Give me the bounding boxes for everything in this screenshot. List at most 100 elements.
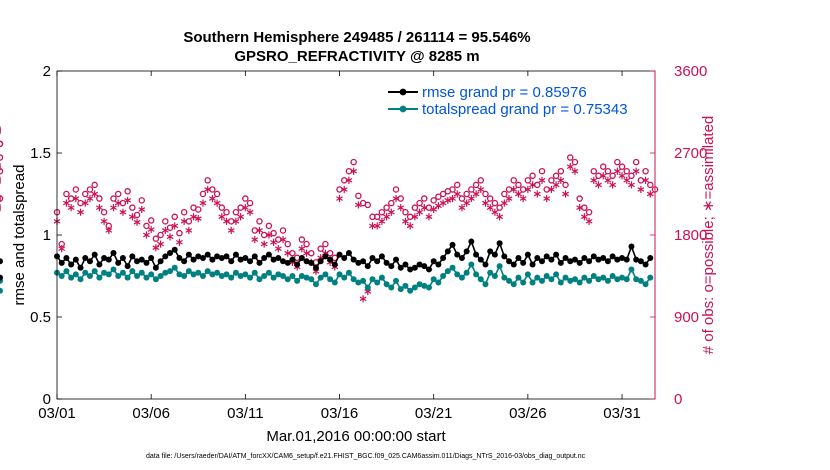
spread-point	[265, 269, 272, 276]
rmse-point	[543, 253, 550, 260]
obs-assimilated-point	[590, 176, 598, 184]
spread-point	[204, 268, 211, 275]
y-axis-right-label: # of obs: o=possible; ∗=assimilated	[700, 116, 717, 355]
rmse-point	[562, 254, 569, 261]
asterisk-stroke	[119, 209, 127, 215]
obs-assimilated-point	[77, 208, 84, 216]
obs-possible-point	[538, 167, 546, 175]
spread-point	[218, 273, 225, 279]
asterisk-stroke	[590, 178, 598, 183]
obs-assimilated-point	[246, 208, 254, 216]
obs-assimilated-point	[237, 213, 245, 221]
spread-point	[199, 273, 206, 279]
rmse-point	[576, 259, 583, 266]
obs-possible-point	[147, 217, 155, 224]
obs-assimilated-point	[354, 201, 362, 209]
rmse-point	[298, 254, 305, 261]
spread-point	[571, 276, 578, 283]
obs-assimilated-point	[604, 176, 612, 184]
spread-point	[157, 273, 164, 279]
obs-assimilated-point	[628, 181, 635, 189]
y-left-tick-label: 1	[43, 227, 51, 244]
obs-possible-point	[227, 218, 235, 225]
obs-assimilated-point	[402, 217, 409, 225]
obs-possible-point	[519, 186, 527, 193]
spread-point	[581, 274, 588, 281]
obs-assimilated-point	[444, 196, 452, 204]
y-left-tick-label: 0.5	[30, 309, 51, 326]
rmse-point	[586, 258, 593, 265]
asterisk-stroke	[364, 289, 372, 294]
rmse-point	[185, 251, 192, 258]
y-axis-right: 0 900 1800 2700 3600	[650, 63, 707, 408]
obs-possible-point	[364, 201, 372, 209]
obs-possible-point	[157, 231, 164, 239]
spread-point	[529, 279, 536, 286]
spread-point	[416, 281, 423, 288]
obs-assimilated-point	[392, 194, 400, 203]
asterisk-stroke	[86, 196, 94, 201]
spread-point	[237, 273, 244, 279]
asterisk-stroke	[637, 187, 645, 192]
obs-assimilated-point	[208, 194, 216, 203]
obs-assimilated-point	[637, 185, 645, 194]
spread-point	[68, 274, 75, 281]
rmse-point	[567, 258, 574, 265]
spread-point	[232, 269, 239, 276]
obs-possible-point	[430, 197, 437, 204]
spread-point	[294, 277, 301, 284]
asterisk-stroke	[510, 187, 518, 192]
obs-assimilated-point	[482, 199, 489, 207]
asterisk-stroke	[95, 205, 103, 210]
spread-point	[317, 274, 324, 281]
rmse-point	[237, 256, 244, 263]
rmse-point	[477, 256, 484, 263]
obs-possible-point	[647, 181, 654, 189]
spread-point	[143, 274, 150, 281]
obs-possible-point	[529, 172, 536, 180]
asterisk-stroke	[194, 216, 202, 221]
rmse-point	[360, 258, 367, 265]
obs-possible-point	[590, 167, 598, 175]
spread-point	[562, 274, 569, 281]
asterisk-stroke	[105, 228, 113, 233]
obs-possible-point	[345, 167, 353, 175]
asterisk-stroke	[557, 178, 565, 183]
asterisk-stroke	[543, 196, 551, 201]
asterisk-stroke	[604, 178, 612, 183]
obs-possible-point	[571, 158, 579, 166]
obs-assimilated-point	[510, 185, 518, 194]
obs-assimilated-point	[350, 167, 358, 175]
asterisk-stroke	[392, 196, 400, 201]
spread-point	[515, 274, 522, 281]
y-axis-left-label: rmse and totalspread	[11, 165, 28, 306]
asterisk-stroke	[383, 214, 391, 220]
rmse-point	[256, 259, 263, 266]
spread-point	[77, 276, 84, 283]
spread-point	[553, 271, 560, 278]
spread-point	[619, 274, 626, 281]
asterisk-stroke	[223, 219, 230, 224]
rmse-point	[355, 259, 362, 266]
rmse-point	[129, 253, 136, 260]
y-right-tick-label: 900	[674, 309, 699, 326]
obs-assimilated-point	[397, 204, 405, 212]
asterisk-stroke	[303, 250, 310, 256]
obs-assimilated-point	[81, 199, 89, 207]
obs-possible-point	[595, 172, 602, 180]
obs-possible-point	[0, 195, 4, 202]
obs-assimilated-point	[133, 218, 141, 226]
rmse-point	[553, 251, 560, 258]
rmse-point	[209, 256, 216, 263]
asterisk-stroke	[529, 182, 536, 188]
spread-point	[214, 269, 221, 276]
rmse-point	[242, 254, 249, 261]
obs-assimilated-point	[194, 215, 202, 223]
obs-possible-point	[162, 218, 169, 225]
obs-possible-point	[515, 181, 522, 189]
spread-point	[355, 279, 362, 286]
rmse-point	[454, 251, 461, 258]
obs-possible-point	[72, 186, 80, 193]
spread-point	[242, 271, 249, 278]
rmse-point	[167, 250, 174, 257]
